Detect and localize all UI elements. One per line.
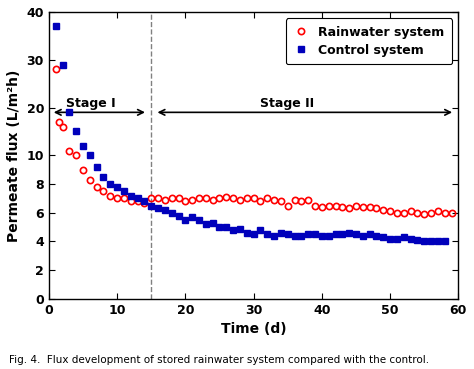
Line: Rainwater system: Rainwater system [53,66,455,217]
Control system [142,199,147,203]
Control system [53,24,58,28]
Rainwater system [182,199,188,203]
Rainwater system [299,199,304,203]
Control system [442,239,447,244]
Rainwater system [53,67,58,72]
Rainwater system [162,198,168,202]
Control system [148,203,154,208]
Rainwater system [176,196,182,201]
Text: Fig. 4.  Flux development of stored rainwater system compared with the control.: Fig. 4. Flux development of stored rainw… [9,355,429,365]
X-axis label: Time (d): Time (d) [221,322,286,336]
Text: Stage I: Stage I [66,97,116,110]
Control system [339,232,345,237]
Rainwater system [421,212,427,216]
Rainwater system [148,196,154,201]
Rainwater system [449,211,455,215]
Control system [381,235,386,239]
Rainwater system [114,196,120,201]
Line: Control system: Control system [53,23,448,245]
Control system [312,232,318,237]
Control system [428,239,434,244]
Text: Stage II: Stage II [260,97,315,110]
Legend: Rainwater system, Control system: Rainwater system, Control system [286,18,452,64]
Y-axis label: Permeate flux (L/m²h): Permeate flux (L/m²h) [7,69,21,242]
Control system [421,239,427,244]
